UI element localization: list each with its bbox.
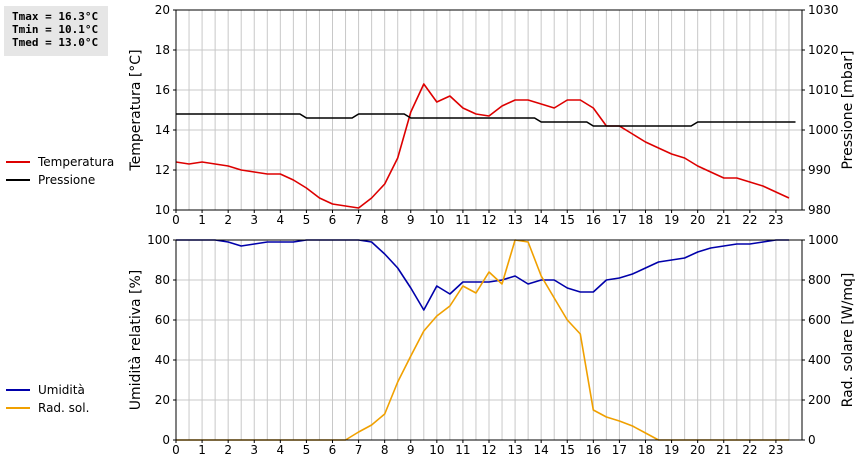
panel2-xtick-label: 18 [638, 443, 653, 457]
legend-swatch-radsol [6, 407, 30, 409]
panel1-ytick-left-label: 10 [155, 203, 170, 217]
tmed-label: Tmed = 13.0°C [12, 36, 99, 49]
panel1-xtick-label: 4 [277, 213, 285, 227]
panel1-xtick-label: 19 [664, 213, 679, 227]
panel2-xtick-label: 11 [455, 443, 470, 457]
legend-label-radsol: Rad. sol. [38, 401, 90, 415]
panel1-xtick-label: 15 [560, 213, 575, 227]
panel1-xtick-label: 22 [742, 213, 757, 227]
panel2-xtick-label: 15 [560, 443, 575, 457]
panel2-xtick-label: 9 [407, 443, 415, 457]
panel1-xtick-label: 17 [612, 213, 627, 227]
legend-swatch-pressione [6, 179, 30, 181]
panel2-xtick-label: 8 [381, 443, 389, 457]
panel2-ytick-right-label: 1000 [808, 233, 839, 247]
panel2-xtick-label: 17 [612, 443, 627, 457]
panel1-xtick-label: 2 [224, 213, 232, 227]
legend-item-radsol: Rad. sol. [6, 399, 89, 417]
legend-swatch-temperatura [6, 161, 30, 163]
panel1-ytick-right-label: 990 [808, 163, 831, 177]
panel2-xtick-label: 14 [534, 443, 549, 457]
legend-item-umidita: Umidità [6, 381, 89, 399]
panel2-series-umidita [176, 239, 789, 311]
panel1-xtick-label: 8 [381, 213, 389, 227]
legend-bottom: Umidità Rad. sol. [6, 381, 89, 417]
panel1-xtick-label: 6 [329, 213, 337, 227]
panel2-ytick-left-label: 0 [162, 433, 170, 447]
panel1-ytick-right-label: 980 [808, 203, 831, 217]
panel1-xtick-label: 10 [429, 213, 444, 227]
panel1-xtick-label: 7 [355, 213, 363, 227]
panel2-xtick-label: 12 [481, 443, 496, 457]
panel2-xtick-label: 4 [277, 443, 285, 457]
panel2-ytick-right-label: 200 [808, 393, 831, 407]
panel2-ytick-left-label: 100 [147, 233, 170, 247]
legend-item-temperatura: Temperatura [6, 153, 114, 171]
tmin-label: Tmin = 10.1°C [12, 23, 99, 36]
panel1-xtick-label: 21 [716, 213, 731, 227]
panel2-xtick-label: 5 [303, 443, 311, 457]
panel2-xtick-label: 7 [355, 443, 363, 457]
panel1-xtick-label: 14 [534, 213, 549, 227]
panel1-ylabel-right: Pressione [mbar] [840, 50, 856, 169]
stats-box: Tmax = 16.3°C Tmin = 10.1°C Tmed = 13.0°… [4, 6, 108, 56]
panel1-xtick-label: 1 [198, 213, 206, 227]
panel2-series-rad-sol [176, 239, 789, 441]
panel2-ytick-right-label: 400 [808, 353, 831, 367]
legend-label-temperatura: Temperatura [38, 155, 115, 169]
panel2-xtick-label: 23 [768, 443, 783, 457]
panel1-ytick-right-label: 1000 [808, 123, 839, 137]
panel1-ytick-left-label: 20 [155, 3, 170, 17]
panel2-xtick-label: 21 [716, 443, 731, 457]
panel1-xtick-label: 5 [303, 213, 311, 227]
panel1-xtick-label: 20 [690, 213, 705, 227]
tmax-label: Tmax = 16.3°C [12, 10, 99, 23]
panel1-xtick-label: 16 [586, 213, 601, 227]
panel2-xtick-label: 1 [198, 443, 206, 457]
panel2-ytick-right-label: 600 [808, 313, 831, 327]
panel1-ytick-right-label: 1010 [808, 83, 839, 97]
panel2-ytick-right-label: 800 [808, 273, 831, 287]
panel2-xtick-label: 22 [742, 443, 757, 457]
panel1-xtick-label: 9 [407, 213, 415, 227]
panel1-ytick-left-label: 16 [155, 83, 170, 97]
panel2-ytick-left-label: 20 [155, 393, 170, 407]
panel1-ylabel-left: Temperatura [°C] [128, 49, 144, 171]
panel2-ytick-left-label: 80 [155, 273, 170, 287]
panel2-xtick-label: 3 [250, 443, 258, 457]
panel1-series-pressione [176, 113, 796, 127]
panel1-xtick-label: 18 [638, 213, 653, 227]
legend-item-pressione: Pressione [6, 171, 114, 189]
panel2-xtick-label: 20 [690, 443, 705, 457]
panel1-xtick-label: 0 [172, 213, 180, 227]
panel1-xtick-label: 13 [507, 213, 522, 227]
legend-top: Temperatura Pressione [6, 153, 114, 189]
panel1-ytick-left-label: 18 [155, 43, 170, 57]
panel2-ytick-left-label: 60 [155, 313, 170, 327]
panel1-ytick-left-label: 12 [155, 163, 170, 177]
panel1-xtick-label: 23 [768, 213, 783, 227]
panel1-ytick-right-label: 1020 [808, 43, 839, 57]
panel2-xtick-label: 2 [224, 443, 232, 457]
panel2-ytick-left-label: 40 [155, 353, 170, 367]
panel1-series-temperatura [175, 83, 790, 209]
panel2-xtick-label: 16 [586, 443, 601, 457]
panel2-ylabel-right: Rad. solare [W/mq] [840, 273, 856, 408]
legend-label-pressione: Pressione [38, 173, 96, 187]
legend-swatch-umidita [6, 389, 30, 391]
panel2-xtick-label: 19 [664, 443, 679, 457]
panel1-xtick-label: 3 [250, 213, 258, 227]
panel2-xtick-label: 0 [172, 443, 180, 457]
panel2-ylabel-left: Umidità relativa [%] [128, 270, 144, 411]
panel2-ytick-right-label: 0 [808, 433, 816, 447]
panel2-xtick-label: 6 [329, 443, 337, 457]
panel1-xtick-label: 12 [481, 213, 496, 227]
panel2-xtick-label: 10 [429, 443, 444, 457]
legend-label-umidita: Umidità [38, 383, 85, 397]
panel1-ytick-right-label: 1030 [808, 3, 839, 17]
panel2-xtick-label: 13 [507, 443, 522, 457]
panel1-xtick-label: 11 [455, 213, 470, 227]
panel1-ytick-left-label: 14 [155, 123, 170, 137]
